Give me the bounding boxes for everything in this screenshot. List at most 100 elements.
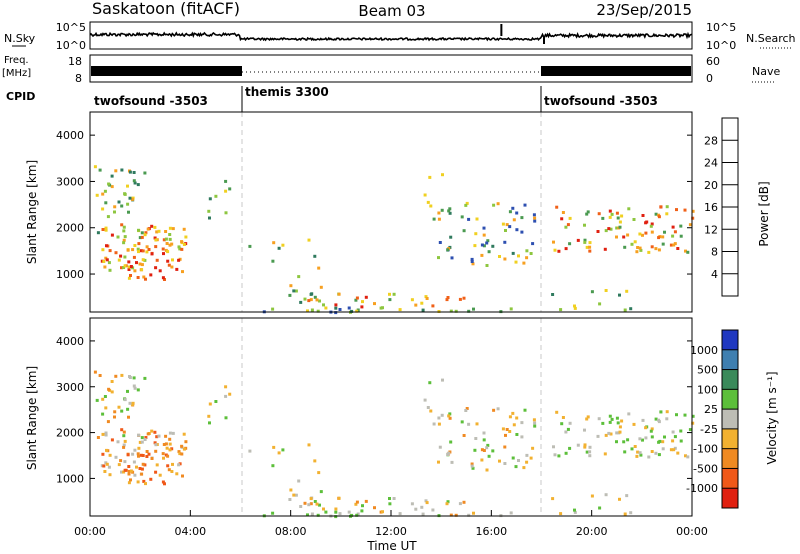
velocity-cell xyxy=(445,502,449,506)
power-cell xyxy=(650,245,654,249)
power-cell xyxy=(458,297,462,301)
power-cell xyxy=(644,231,648,235)
velocity-cell xyxy=(106,420,110,424)
velocity-cell xyxy=(520,421,524,425)
power-cell xyxy=(144,277,147,281)
velocity-cell xyxy=(127,472,131,476)
velocity-cell xyxy=(140,440,144,444)
velocity-cell xyxy=(644,426,648,430)
power-cell xyxy=(522,261,526,265)
velocity-cell xyxy=(208,421,211,425)
power-cell xyxy=(496,202,500,206)
velocity-cell xyxy=(487,454,491,458)
power-cell xyxy=(126,248,130,252)
power-cell xyxy=(392,292,396,296)
power-cell xyxy=(171,258,174,262)
power-cell xyxy=(106,215,110,219)
power-cell xyxy=(691,209,695,213)
velocity-cell xyxy=(470,462,474,466)
velocity-cell xyxy=(638,451,642,455)
power-cell xyxy=(650,222,654,226)
velocity-cell xyxy=(568,421,572,425)
power-cell xyxy=(277,246,281,250)
velocity-cell xyxy=(523,408,527,412)
velocity-cell xyxy=(120,373,124,377)
power-cell xyxy=(207,209,211,213)
power-cell xyxy=(529,252,533,255)
power-cb-tick-label-3: 16 xyxy=(704,201,718,214)
power-cell xyxy=(103,189,107,193)
power-cell xyxy=(147,248,151,251)
power-heatmap-cells xyxy=(93,165,695,315)
power-cell xyxy=(272,241,276,245)
power-cell xyxy=(306,309,309,313)
power-cell xyxy=(573,304,576,308)
velocity-cell xyxy=(426,406,430,409)
power-cell xyxy=(128,170,132,174)
power-cell xyxy=(568,216,572,220)
power-cell xyxy=(615,226,619,230)
power-cell xyxy=(485,264,489,267)
velocity-cell xyxy=(105,448,108,452)
velocity-cell xyxy=(618,497,621,501)
velocity-cell xyxy=(108,473,112,477)
velocity-cell xyxy=(123,460,127,464)
power-cell xyxy=(171,227,175,231)
velocity-cell xyxy=(671,439,675,443)
velocity-cell xyxy=(338,512,342,516)
velocity-panel: 1000 2000 3000 4000 00:00 04:00 08:00 12:00 16:… xyxy=(25,317,708,553)
freq-right-tick-low: 0 xyxy=(706,72,713,85)
power-cell xyxy=(313,295,317,299)
power-cell xyxy=(683,208,687,212)
power-cell xyxy=(635,250,639,254)
velocity-cell xyxy=(650,450,654,453)
power-cell xyxy=(107,182,111,186)
power-cell xyxy=(161,276,165,280)
velocity-cell xyxy=(604,493,608,497)
velocity-cell xyxy=(350,513,354,517)
velocity-cell xyxy=(607,431,611,435)
power-cell xyxy=(113,210,116,214)
power-cell xyxy=(661,242,665,246)
power-ylabel: Slant Range [km] xyxy=(25,160,39,264)
power-cell xyxy=(482,233,486,237)
power-cell xyxy=(334,303,338,307)
velocity-cell xyxy=(601,421,605,425)
velocity-cell xyxy=(168,437,172,441)
velocity-cell xyxy=(509,511,513,515)
power-cell xyxy=(165,242,169,245)
velocity-colorbar: Velocity [m s⁻¹] 1000 500 100 25 -25 -100 -500… xyxy=(686,329,779,509)
velocity-cell xyxy=(132,376,136,380)
velocity-cell xyxy=(150,457,154,460)
power-cell xyxy=(661,235,665,239)
velocity-cell xyxy=(281,448,285,452)
power-cell xyxy=(364,295,368,299)
vel-cb-frame xyxy=(721,329,739,509)
power-cell xyxy=(603,247,607,251)
velocity-cell xyxy=(180,444,184,448)
velocity-cell xyxy=(473,448,477,452)
power-cell xyxy=(421,308,425,312)
velocity-cell xyxy=(615,440,618,444)
velocity-cell xyxy=(654,417,658,421)
power-cell xyxy=(158,269,162,273)
velocity-cell xyxy=(132,384,136,388)
power-cell xyxy=(166,259,170,263)
power-cell xyxy=(473,244,477,248)
velocity-colorbar-label: Velocity [m s⁻¹] xyxy=(765,371,779,464)
velocity-cell xyxy=(141,454,145,457)
velocity-cell xyxy=(166,454,170,458)
power-cell xyxy=(663,230,666,234)
power-cell xyxy=(596,230,600,233)
velocity-cell xyxy=(214,400,218,403)
vel-cb-swatch-4 xyxy=(722,409,738,430)
velocity-cell xyxy=(315,502,319,506)
velocity-cell xyxy=(590,494,594,498)
power-cell xyxy=(142,275,146,279)
velocity-cell xyxy=(531,446,535,450)
power-cell xyxy=(143,233,147,237)
velocity-cell xyxy=(437,460,440,464)
power-cell xyxy=(140,235,144,239)
power-cell xyxy=(168,237,172,241)
power-cell xyxy=(139,249,143,253)
